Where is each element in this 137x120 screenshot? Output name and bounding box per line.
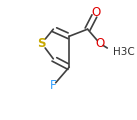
Text: O: O	[95, 37, 104, 50]
Text: S: S	[37, 37, 46, 50]
Text: O: O	[92, 6, 101, 19]
Text: H3C: H3C	[113, 47, 135, 57]
Text: F: F	[50, 79, 57, 92]
